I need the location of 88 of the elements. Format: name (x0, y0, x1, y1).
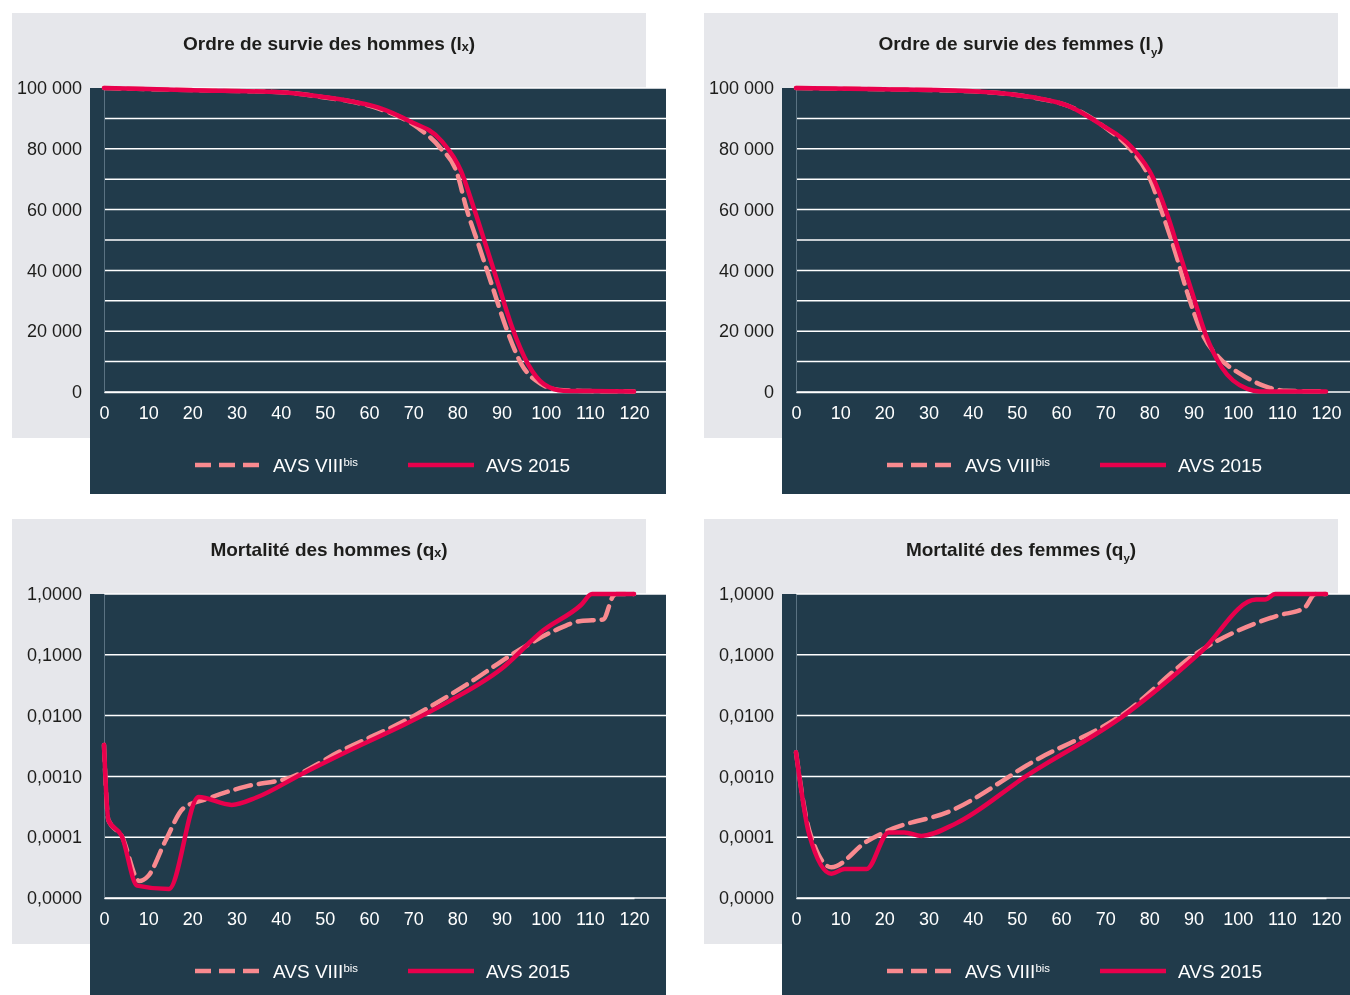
x-tick-label: 10 (830, 908, 851, 929)
legend-label: AVS 2015 (1178, 961, 1263, 982)
x-tick-label: 100 (1223, 908, 1254, 929)
y-tick-label: 0 (763, 382, 774, 403)
x-tick-label: 90 (1183, 402, 1205, 423)
y-tick-label: 0,1000 (26, 645, 82, 666)
legend-label: AVS 2015 (1178, 455, 1263, 476)
y-tick-label: 60 000 (718, 199, 774, 220)
y-tick-label: 0,1000 (718, 645, 774, 666)
y-tick-label: 0,0000 (26, 888, 82, 909)
y-tick-label: 100 000 (16, 78, 82, 99)
x-tick-label: 20 (182, 908, 203, 929)
y-tick-label: 0,0001 (26, 827, 82, 848)
x-tick-label: 90 (491, 908, 513, 929)
x-tick-label: 80 (1139, 402, 1160, 423)
x-tick-label: 30 (226, 402, 248, 423)
x-tick-label: 0 (99, 402, 110, 423)
legend-label: AVS 2015 (486, 961, 571, 982)
y-tick-label: 0,0100 (26, 705, 82, 726)
y-tick-label: 20 000 (718, 321, 774, 342)
x-tick-label: 50 (1007, 908, 1028, 929)
x-tick-label: 70 (1095, 402, 1116, 423)
x-tick-label: 60 (1051, 908, 1072, 929)
y-tick-label: 1,0000 (718, 584, 774, 605)
x-tick-label: 70 (403, 908, 424, 929)
legend-label: AVS VIII$^{bis}$ (273, 961, 359, 982)
x-tick-label: 110 (1267, 908, 1297, 929)
x-tick-label: 60 (359, 402, 380, 423)
chart-title: Ordre de survie des femmes (l$_{y}$) (878, 33, 1164, 58)
x-tick-label: 40 (271, 908, 292, 929)
x-tick-label: 0 (791, 402, 802, 423)
chart-title: Ordre de survie des hommes (lₓ) (182, 33, 476, 54)
x-tick-label: 110 (575, 908, 605, 929)
x-tick-label: 0 (791, 908, 802, 929)
y-tick-label: 0,0000 (718, 888, 774, 909)
x-tick-label: 50 (315, 402, 336, 423)
y-tick-label: 0 (71, 382, 82, 403)
y-tick-label: 0,0100 (718, 705, 774, 726)
legend-label: AVS VIII$^{bis}$ (965, 961, 1051, 982)
x-tick-label: 60 (1051, 402, 1072, 423)
x-tick-label: 20 (182, 402, 203, 423)
x-tick-label: 30 (226, 908, 248, 929)
y-tick-label: 80 000 (718, 139, 774, 160)
y-tick-label: 60 000 (26, 199, 82, 220)
x-tick-label: 90 (491, 402, 513, 423)
x-tick-label: 110 (575, 402, 605, 423)
x-tick-label: 100 (1223, 402, 1254, 423)
chart-title: Mortalité des femmes (q$_{y}$) (905, 539, 1137, 564)
y-tick-label: 0,0010 (26, 766, 82, 787)
legend-label: AVS VIII$^{bis}$ (965, 455, 1051, 476)
legend-label: AVS 2015 (486, 455, 571, 476)
chart-title: Mortalité des hommes (qₓ) (210, 539, 448, 560)
x-tick-label: 50 (1007, 402, 1028, 423)
x-tick-label: 70 (1095, 908, 1116, 929)
x-tick-label: 120 (1311, 402, 1342, 423)
x-tick-label: 10 (138, 402, 159, 423)
x-tick-label: 40 (963, 402, 984, 423)
x-tick-label: 80 (447, 402, 468, 423)
x-tick-label: 30 (918, 402, 940, 423)
y-tick-label: 100 000 (708, 78, 774, 99)
y-tick-label: 40 000 (26, 260, 82, 281)
x-tick-label: 10 (138, 908, 159, 929)
x-tick-label: 20 (874, 402, 895, 423)
x-tick-label: 120 (619, 402, 650, 423)
x-tick-label: 120 (1311, 908, 1342, 929)
x-tick-label: 120 (619, 908, 650, 929)
y-tick-label: 40 000 (718, 260, 774, 281)
legend-label: AVS VIII$^{bis}$ (273, 455, 359, 476)
x-tick-label: 80 (447, 908, 468, 929)
x-tick-label: 40 (963, 908, 984, 929)
y-tick-label: 0,0001 (718, 827, 774, 848)
x-tick-label: 10 (830, 402, 851, 423)
x-tick-label: 70 (403, 402, 424, 423)
x-tick-label: 100 (531, 908, 562, 929)
y-tick-label: 20 000 (26, 321, 82, 342)
x-tick-label: 100 (531, 402, 562, 423)
x-tick-label: 40 (271, 402, 292, 423)
x-tick-label: 30 (918, 908, 940, 929)
x-tick-label: 60 (359, 908, 380, 929)
y-tick-label: 1,0000 (26, 584, 82, 605)
x-tick-label: 90 (1183, 908, 1205, 929)
x-tick-label: 110 (1267, 402, 1297, 423)
x-tick-label: 50 (315, 908, 336, 929)
x-tick-label: 80 (1139, 908, 1160, 929)
y-tick-label: 80 000 (26, 139, 82, 160)
x-tick-label: 20 (874, 908, 895, 929)
y-tick-label: 0,0010 (718, 766, 774, 787)
x-tick-label: 0 (99, 908, 110, 929)
